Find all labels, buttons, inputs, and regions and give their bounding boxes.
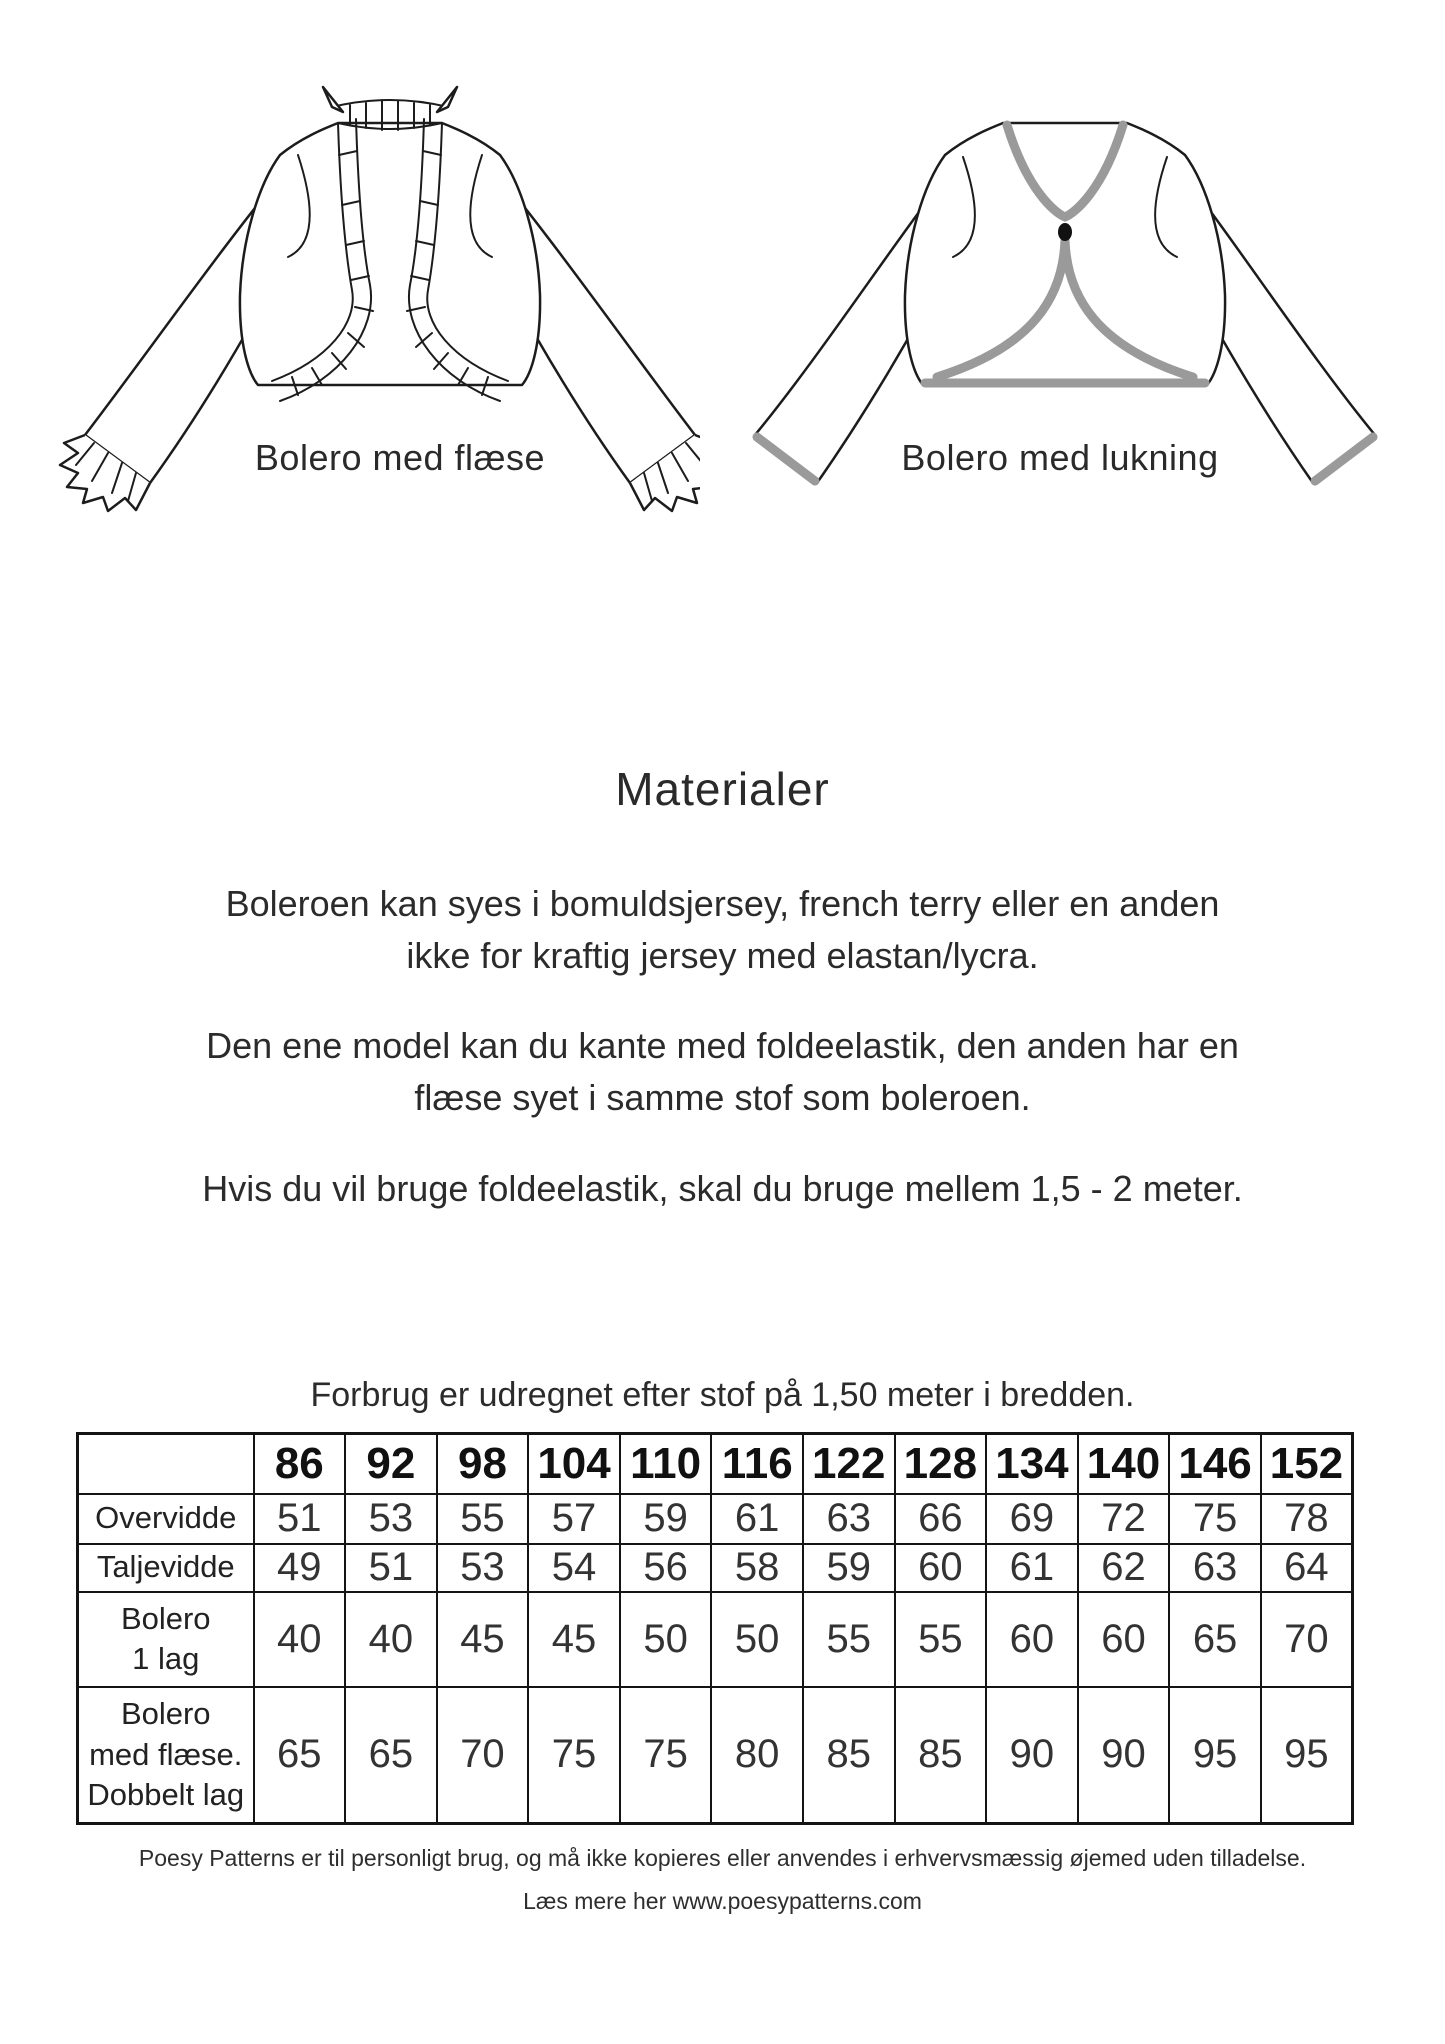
table-cell: 55 (893, 1590, 988, 1688)
table-cell: 63 (1168, 1542, 1262, 1593)
table-cell: 65 (344, 1685, 438, 1825)
table-cell: 64 (1259, 1542, 1354, 1593)
table-cell: 49 (252, 1542, 347, 1593)
table-cell: 72 (1076, 1492, 1171, 1545)
bolero-flaese-illustration (58, 85, 700, 513)
table-cell: 62 (1076, 1542, 1171, 1593)
table-cell: 40 (252, 1590, 347, 1688)
table-cell: 95 (1168, 1685, 1262, 1825)
size-header-cell: 92 (344, 1432, 438, 1495)
paragraph-line: Boleroen kan syes i bomuldsjersey, frenc… (225, 883, 1220, 924)
row-label: Bolero med flæse. Dobbelt lag (76, 1685, 255, 1825)
bolero-body (238, 121, 542, 387)
size-header-row: 86 92 98 104 110 116 122 128 134 140 146 152 (76, 1432, 1354, 1495)
paragraph-line: Hvis du vil bruge foldeelastik, skal du … (202, 1168, 1243, 1209)
table-cell: 95 (1259, 1685, 1354, 1825)
table-cell: 69 (985, 1492, 1079, 1545)
size-header-cell: 122 (801, 1432, 896, 1495)
size-header-cell: 134 (985, 1432, 1079, 1495)
table-cell: 90 (1076, 1685, 1171, 1825)
table-cell: 75 (1168, 1492, 1262, 1545)
table-cell: 85 (801, 1685, 896, 1825)
table-cell: 59 (801, 1542, 896, 1593)
table-cell: 51 (344, 1542, 438, 1593)
paragraph-edging: Den ene model kan du kante med foldeelas… (0, 1020, 1445, 1124)
bolero-lukning-illustration (752, 120, 1378, 486)
size-header-cell: 104 (527, 1432, 621, 1495)
table-cell: 75 (618, 1685, 713, 1825)
table-cell: 57 (527, 1492, 621, 1545)
table-caption: Forbrug er udregnet efter stof på 1,50 m… (310, 1376, 1135, 1414)
footer-website-text: Læs mere her www.poesypatterns.com (523, 1888, 922, 1914)
table-cell: 70 (1259, 1590, 1354, 1688)
table-cell: 80 (710, 1685, 804, 1825)
paragraph-line: flæse syet i samme stof som boleroen. (414, 1077, 1031, 1118)
table-cell: 53 (435, 1542, 530, 1593)
size-header-cell: 140 (1076, 1432, 1171, 1495)
front-ruffle (271, 118, 509, 402)
table-row: Taljevidde 49 51 53 54 56 58 59 60 61 62 63 64 (76, 1542, 1354, 1593)
table-cell: 50 (618, 1590, 713, 1688)
fold-elastic-edging (752, 120, 1378, 486)
materials-heading: Materialer (615, 763, 830, 815)
table-cell: 65 (252, 1685, 347, 1825)
bolero-lukning-label: Bolero med lukning (901, 437, 1219, 478)
table-cell: 85 (893, 1685, 988, 1825)
table-cell: 60 (1076, 1590, 1171, 1688)
row-label: Bolero 1 lag (76, 1590, 255, 1688)
table-row: Bolero med flæse. Dobbelt lag 65 65 70 75 75 80 8… (76, 1685, 1354, 1825)
table-cell: 40 (344, 1590, 438, 1688)
footer-license-text: Poesy Patterns er til personligt brug, o… (138, 1845, 1307, 1871)
table-cell: 59 (618, 1492, 713, 1545)
bolero-flaese-figure: Bolero med flæse (40, 85, 700, 515)
table-cell: 55 (435, 1492, 530, 1545)
paragraph-line: Den ene model kan du kante med foldeelas… (206, 1025, 1239, 1066)
table-cell: 75 (527, 1685, 621, 1825)
table-cell: 78 (1259, 1492, 1354, 1545)
table-cell: 53 (344, 1492, 438, 1545)
table-cell: 45 (527, 1590, 621, 1688)
table-cell: 70 (435, 1685, 530, 1825)
size-header-cell: 110 (618, 1432, 713, 1495)
size-header-cell: 152 (1259, 1432, 1354, 1495)
sleeves (58, 153, 700, 513)
size-table: 86 92 98 104 110 116 122 128 134 140 146 152 Overvi… (76, 1432, 1354, 1825)
size-header-cell: 98 (435, 1432, 530, 1495)
table-cell: 65 (1168, 1590, 1262, 1688)
table-cell: 56 (618, 1542, 713, 1593)
size-header-cell: 116 (710, 1432, 804, 1495)
table-cell: 90 (985, 1685, 1079, 1825)
paragraph-elastic-amount: Hvis du vil bruge foldeelastik, skal du … (0, 1163, 1445, 1215)
table-cell: 60 (985, 1590, 1079, 1688)
table-row: Bolero 1 lag 40 40 45 45 50 50 55 55 60 60 65 70 (76, 1590, 1354, 1688)
corner-cell (76, 1432, 255, 1495)
size-header-cell: 146 (1168, 1432, 1262, 1495)
button (1058, 223, 1072, 241)
size-header-cell: 86 (252, 1432, 347, 1495)
size-header-cell: 128 (893, 1432, 988, 1495)
table-row: Overvidde 51 53 55 57 59 61 63 66 69 72 75 78 (76, 1492, 1354, 1545)
table-cell: 63 (801, 1492, 896, 1545)
paragraph-line: ikke for kraftig jersey med elastan/lycr… (406, 935, 1039, 976)
table-cell: 61 (710, 1492, 804, 1545)
bolero-flaese-label: Bolero med flæse (254, 437, 546, 478)
table-cell: 51 (252, 1492, 347, 1545)
bolero-lukning-figure: Bolero med lukning (745, 85, 1405, 515)
table-cell: 58 (710, 1542, 804, 1593)
table-cell: 54 (527, 1542, 621, 1593)
row-label: Taljevidde (76, 1542, 255, 1593)
table-cell: 55 (801, 1590, 896, 1688)
paragraph-fabric: Boleroen kan syes i bomuldsjersey, frenc… (0, 878, 1445, 982)
table-cell: 61 (985, 1542, 1079, 1593)
table-cell: 50 (710, 1590, 804, 1688)
row-label: Overvidde (76, 1492, 255, 1545)
table-cell: 66 (893, 1492, 988, 1545)
table-cell: 45 (435, 1590, 530, 1688)
table-cell: 60 (893, 1542, 988, 1593)
neck-ruffle (321, 85, 459, 131)
